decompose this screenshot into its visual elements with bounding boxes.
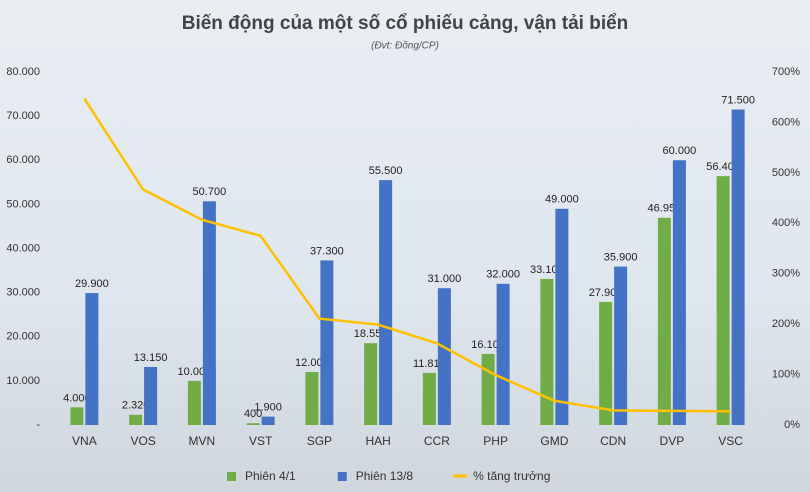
data-label: 49.000 — [545, 194, 579, 206]
bar — [716, 176, 730, 425]
bar — [261, 416, 275, 425]
x-tick-label: VST — [249, 434, 273, 448]
data-label: 16.100 — [471, 339, 505, 351]
chart-title: Biến động của một số cổ phiếu cảng, vận … — [182, 13, 629, 34]
bar — [481, 353, 495, 425]
bar — [305, 372, 319, 425]
data-label: 37.300 — [310, 245, 344, 257]
y-tick-label: 30.000 — [6, 287, 40, 299]
bar — [129, 414, 143, 425]
y2-tick-label: 200% — [772, 318, 800, 330]
x-tick-label: PHP — [483, 434, 508, 448]
data-label: 27.900 — [589, 287, 623, 299]
legend-label: % tăng trưởng — [473, 469, 550, 483]
data-label: 12.000 — [295, 357, 329, 369]
data-label: 10.000 — [178, 366, 212, 378]
data-label: 4.000 — [63, 392, 91, 404]
data-label: 31.000 — [428, 273, 462, 285]
bar — [144, 366, 158, 425]
data-label: 55.500 — [369, 165, 403, 177]
bar — [246, 423, 260, 425]
x-tick-label: MVN — [189, 434, 216, 448]
data-label: 2.320 — [122, 400, 150, 412]
y2-tick-label: 600% — [772, 116, 800, 128]
x-tick-label: VNA — [72, 434, 97, 448]
data-label: 13.150 — [134, 352, 168, 364]
y2-tick-label: 0% — [784, 419, 800, 431]
y-tick-label: - — [36, 419, 40, 431]
x-tick-label: CCR — [424, 434, 450, 448]
y-tick-label: 10.000 — [6, 375, 40, 387]
data-label: 33.100 — [530, 264, 564, 276]
data-label: 71.500 — [721, 94, 755, 106]
bar — [496, 283, 510, 425]
data-label: 46.950 — [648, 203, 682, 215]
data-label: 1.900 — [254, 402, 282, 414]
x-tick-label: VOS — [130, 434, 155, 448]
bar — [202, 201, 216, 425]
data-label: 11.810 — [413, 358, 446, 370]
y2-tick-label: 400% — [772, 217, 800, 229]
x-tick-label: CDN — [600, 434, 626, 448]
legend-swatch — [227, 472, 236, 481]
bar — [540, 278, 554, 425]
bar — [320, 260, 334, 425]
data-label: 29.900 — [75, 278, 109, 290]
bar — [187, 380, 201, 425]
x-tick-label: GMD — [540, 434, 568, 448]
bar — [379, 180, 393, 425]
bar — [85, 293, 99, 425]
data-label: 50.700 — [193, 186, 227, 198]
bar — [657, 217, 671, 425]
bar — [422, 372, 436, 425]
data-label: 56.400 — [706, 161, 740, 173]
bar — [437, 288, 451, 425]
bar — [614, 266, 628, 425]
y2-tick-label: 500% — [772, 167, 800, 179]
bar — [555, 208, 569, 425]
bar — [599, 301, 613, 425]
bar — [731, 109, 745, 425]
y-tick-label: 50.000 — [6, 198, 40, 210]
y-tick-label: 60.000 — [6, 154, 40, 166]
y-tick-label: 40.000 — [6, 242, 40, 254]
chart-subtitle: (Đvt: Đồng/CP) — [371, 40, 439, 52]
data-label: 32.000 — [486, 269, 520, 281]
y-tick-label: 20.000 — [6, 331, 40, 343]
data-label: 35.900 — [604, 251, 638, 263]
x-tick-label: HAH — [365, 434, 390, 448]
x-tick-label: DVP — [660, 434, 685, 448]
bar — [364, 343, 378, 425]
x-tick-label: VSC — [718, 434, 743, 448]
legend-label: Phiên 4/1 — [245, 469, 296, 483]
data-label: 60.000 — [663, 145, 697, 157]
y-tick-label: 70.000 — [6, 110, 40, 122]
bar — [672, 160, 686, 425]
y2-tick-label: 100% — [772, 368, 800, 380]
y-tick-label: 80.000 — [6, 66, 40, 78]
y2-tick-label: 300% — [772, 268, 800, 280]
legend-swatch — [337, 472, 347, 481]
bar — [70, 407, 84, 425]
x-tick-label: SGP — [307, 434, 332, 448]
y2-tick-label: 700% — [772, 66, 800, 78]
data-label: 18.550 — [354, 328, 388, 340]
legend-label: Phiên 13/8 — [356, 469, 414, 483]
line — [83, 98, 731, 413]
data-label: 400 — [244, 408, 262, 420]
